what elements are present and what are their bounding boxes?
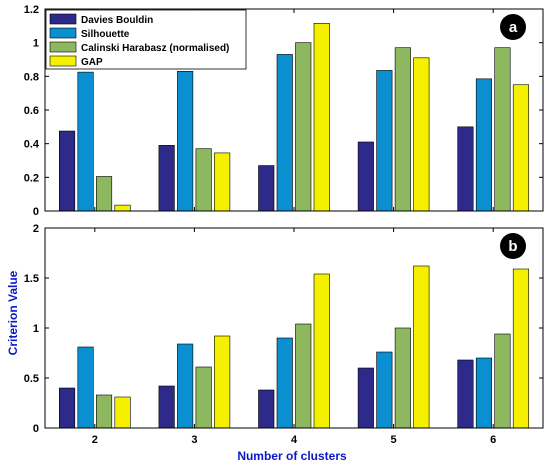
bar-gap-k2 bbox=[114, 204, 131, 212]
bar-silhouette-k5 bbox=[376, 70, 393, 212]
bar-davies-bouldin-k2 bbox=[58, 387, 76, 429]
legend-swatch bbox=[49, 27, 77, 39]
bar-calinski-harabasz-normalised-k6 bbox=[494, 333, 511, 429]
bar-davies-bouldin-k6 bbox=[457, 126, 474, 212]
bar-calinski-harabasz-normalised-k6 bbox=[494, 47, 511, 212]
bar-gap-k5 bbox=[413, 265, 430, 429]
bar-gap-k2 bbox=[114, 396, 131, 429]
y-tick-label: 0.2 bbox=[24, 172, 39, 184]
x-tick-label: 5 bbox=[391, 434, 397, 446]
bar-calinski-harabasz-normalised-k5 bbox=[394, 47, 411, 212]
bar-calinski-harabasz-normalised-k3 bbox=[195, 366, 212, 429]
panel-badge bbox=[500, 14, 526, 40]
panel-badge-label: b bbox=[508, 238, 517, 255]
y-axis-title: Criterion Value bbox=[6, 270, 20, 355]
y-tick-label: 1 bbox=[33, 323, 39, 335]
panel-badge bbox=[500, 233, 526, 259]
bar-gap-k3 bbox=[214, 152, 231, 212]
legend-label: Davies Bouldin bbox=[81, 15, 153, 26]
bar-davies-bouldin-k2 bbox=[58, 130, 76, 212]
bar-gap-k6 bbox=[512, 268, 530, 429]
x-tick-label: 3 bbox=[191, 434, 197, 446]
x-tick-label: 2 bbox=[92, 434, 98, 446]
y-tick-label: 1 bbox=[33, 38, 39, 50]
legend-label: GAP bbox=[81, 57, 103, 68]
panel-badge-label: a bbox=[509, 19, 518, 36]
y-tick-label: 0.8 bbox=[24, 71, 39, 83]
bar-calinski-harabasz-normalised-k2 bbox=[96, 394, 113, 429]
bar-silhouette-k3 bbox=[177, 70, 194, 212]
bar-davies-bouldin-k3 bbox=[158, 145, 175, 212]
y-tick-label: 1.2 bbox=[24, 4, 39, 16]
bar-silhouette-k3 bbox=[177, 343, 194, 429]
plot-frame bbox=[44, 227, 544, 429]
legend-swatch bbox=[49, 41, 77, 53]
bar-silhouette-k4 bbox=[276, 337, 293, 429]
legend-label: Calinski Harabasz (normalised) bbox=[81, 43, 229, 54]
legend-box bbox=[45, 9, 247, 70]
legend-swatch bbox=[49, 13, 77, 25]
bar-silhouette-k6 bbox=[475, 78, 493, 212]
bar-silhouette-k2 bbox=[77, 346, 94, 429]
plot-frame bbox=[44, 8, 544, 212]
y-tick-label: 0 bbox=[33, 206, 39, 218]
bar-davies-bouldin-k4 bbox=[258, 165, 275, 212]
y-tick-label: 0.4 bbox=[24, 139, 40, 151]
bar-silhouette-k2 bbox=[77, 71, 94, 212]
y-tick-label: 0.5 bbox=[24, 373, 39, 385]
bar-silhouette-k4 bbox=[276, 54, 293, 212]
bar-gap-k4 bbox=[313, 23, 330, 212]
bar-davies-bouldin-k4 bbox=[258, 389, 275, 429]
bar-calinski-harabasz-normalised-k5 bbox=[394, 327, 411, 429]
y-tick-label: 0 bbox=[33, 423, 39, 435]
bar-davies-bouldin-k6 bbox=[457, 359, 474, 429]
x-tick-label: 4 bbox=[291, 434, 298, 446]
bar-davies-bouldin-k5 bbox=[357, 141, 374, 212]
bar-silhouette-k6 bbox=[475, 357, 493, 429]
bar-calinski-harabasz-normalised-k3 bbox=[195, 148, 212, 212]
bar-davies-bouldin-k5 bbox=[357, 367, 374, 429]
x-axis-title: Number of clusters bbox=[237, 449, 347, 463]
legend-label: Silhouette bbox=[81, 29, 130, 40]
y-tick-label: 1.5 bbox=[24, 273, 39, 285]
panel-b: 0 0.5 1 1.5 2 2 3 4 5 6 b bbox=[24, 223, 544, 446]
legend-swatch bbox=[49, 55, 77, 67]
bar-calinski-harabasz-normalised-k2 bbox=[96, 176, 113, 212]
y-tick-label: 0.6 bbox=[24, 105, 39, 117]
panel-a: 0 0.2 0.4 0.6 0.8 1 1.2 a Davies Bouldin Silhouet… bbox=[24, 4, 544, 218]
bar-gap-k3 bbox=[214, 335, 231, 429]
bar-gap-k5 bbox=[413, 57, 430, 212]
bar-davies-bouldin-k3 bbox=[158, 385, 175, 429]
legend: Davies Bouldin Silhouette Calinski Harabas… bbox=[45, 9, 247, 70]
bar-gap-k6 bbox=[512, 84, 530, 212]
bar-silhouette-k5 bbox=[376, 351, 393, 429]
bar-calinski-harabasz-normalised-k4 bbox=[295, 42, 312, 212]
bar-gap-k4 bbox=[313, 273, 330, 429]
bar-calinski-harabasz-normalised-k4 bbox=[295, 323, 312, 429]
x-tick-label: 6 bbox=[490, 434, 496, 446]
y-tick-label: 2 bbox=[33, 223, 39, 235]
